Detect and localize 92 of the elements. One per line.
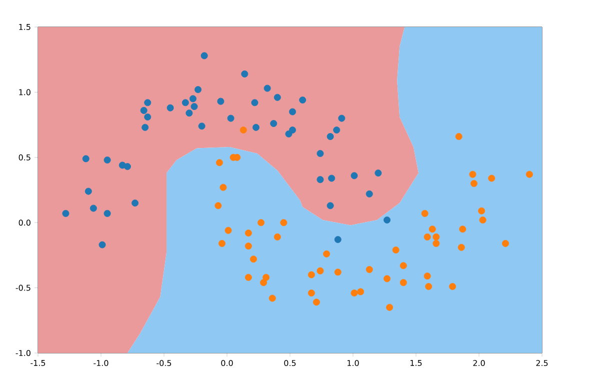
point <box>479 216 486 224</box>
point <box>478 207 486 214</box>
point <box>218 240 226 247</box>
point <box>84 188 92 195</box>
point <box>124 163 131 170</box>
point <box>326 202 334 210</box>
point <box>366 266 373 274</box>
point <box>250 256 257 263</box>
point <box>194 86 202 94</box>
point <box>432 240 440 247</box>
point <box>182 99 189 106</box>
point <box>251 99 258 106</box>
point <box>241 70 248 78</box>
point <box>216 159 223 166</box>
point <box>227 114 234 122</box>
point <box>502 240 509 247</box>
point <box>268 294 276 302</box>
point <box>326 133 334 140</box>
point <box>264 84 271 92</box>
point <box>316 150 324 157</box>
point <box>400 279 407 286</box>
point <box>308 271 315 278</box>
point <box>392 246 400 254</box>
point <box>334 268 342 276</box>
point <box>488 174 496 182</box>
point <box>400 262 407 270</box>
point <box>260 279 268 286</box>
point <box>244 274 252 281</box>
point <box>299 96 306 104</box>
point <box>274 94 281 101</box>
point <box>244 230 252 237</box>
point <box>424 272 431 280</box>
point <box>262 274 270 281</box>
point <box>386 304 394 311</box>
point <box>316 267 324 274</box>
point <box>186 110 193 117</box>
point <box>470 180 478 187</box>
point <box>357 288 364 296</box>
point <box>350 172 358 180</box>
point <box>333 126 340 134</box>
point <box>350 290 358 297</box>
point <box>166 104 174 112</box>
point <box>366 190 373 198</box>
point <box>214 202 222 210</box>
point <box>526 170 533 178</box>
point <box>280 219 288 226</box>
point <box>144 113 152 120</box>
point <box>200 52 208 60</box>
point <box>252 124 260 131</box>
point <box>428 226 436 233</box>
point <box>338 114 346 122</box>
point <box>308 290 315 297</box>
point <box>142 124 149 131</box>
point <box>82 155 90 162</box>
point <box>190 103 198 110</box>
point <box>469 170 476 178</box>
point <box>289 126 296 134</box>
point <box>144 99 152 106</box>
point <box>323 250 330 258</box>
point <box>289 108 296 116</box>
point <box>244 242 252 250</box>
point <box>240 126 247 134</box>
point <box>328 174 336 182</box>
point <box>421 210 428 217</box>
point <box>270 120 278 127</box>
point <box>62 210 70 217</box>
point <box>90 204 97 212</box>
point <box>140 106 148 114</box>
point <box>458 244 465 251</box>
point <box>274 233 281 240</box>
point <box>104 210 111 217</box>
point <box>132 200 139 207</box>
point <box>455 133 462 140</box>
point <box>334 236 342 244</box>
point <box>189 95 196 102</box>
point <box>220 184 227 191</box>
point <box>459 226 466 233</box>
point <box>98 241 106 248</box>
point <box>449 283 456 290</box>
point <box>104 156 111 164</box>
point <box>384 275 391 282</box>
point <box>424 233 431 240</box>
point <box>217 98 224 105</box>
point <box>432 233 440 240</box>
point <box>224 226 232 234</box>
point <box>374 170 382 177</box>
point <box>316 176 324 184</box>
point <box>198 122 206 130</box>
point <box>384 216 391 224</box>
point <box>425 283 432 290</box>
point <box>312 298 320 306</box>
point <box>258 219 265 226</box>
